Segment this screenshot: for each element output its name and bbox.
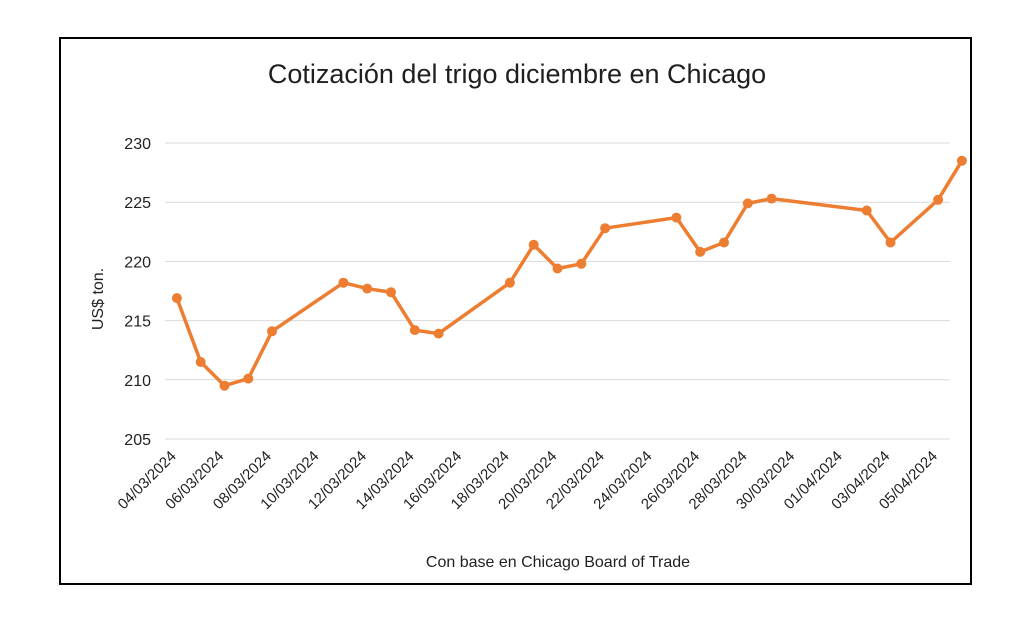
- y-tick-label: 225: [124, 195, 151, 212]
- y-axis-label: US$ ton.: [90, 268, 107, 330]
- data-point: [528, 239, 539, 250]
- x-axis-ticks: 04/03/202406/03/202408/03/202410/03/2024…: [115, 448, 941, 513]
- data-point: [219, 380, 230, 391]
- data-point: [195, 357, 206, 367]
- data-point: [171, 293, 182, 304]
- series-line: [175, 159, 964, 388]
- data-point: [956, 155, 967, 166]
- y-tick-label: 210: [124, 373, 151, 390]
- data-point: [933, 194, 944, 205]
- data-point: [695, 246, 706, 257]
- y-tick-label: 230: [124, 136, 151, 153]
- data-point: [742, 198, 753, 209]
- data-point: [766, 193, 777, 204]
- data-point: [386, 287, 396, 298]
- series-layer: [171, 155, 967, 391]
- data-point: [719, 237, 729, 248]
- y-tick-label: 215: [124, 314, 151, 331]
- data-point: [885, 237, 896, 248]
- data-point: [671, 212, 682, 223]
- data-point: [267, 326, 277, 337]
- gridlines: [165, 142, 950, 440]
- y-tick-label: 220: [124, 254, 151, 271]
- data-point: [861, 205, 872, 216]
- chart-frame: Cotización del trigo diciembre en Chicag…: [59, 37, 972, 585]
- data-point: [409, 325, 420, 336]
- data-point: [600, 223, 611, 234]
- data-point: [504, 277, 515, 288]
- data-point: [362, 283, 373, 294]
- x-axis-label: Con base en Chicago Board of Trade: [426, 554, 690, 571]
- y-tick-label: 205: [124, 432, 151, 449]
- line-chart: Cotización del trigo diciembre en Chicag…: [90, 59, 967, 571]
- y-axis-ticks: 205 210 215 220 225 230: [124, 136, 151, 449]
- data-point: [243, 373, 254, 384]
- data-point: [338, 277, 349, 288]
- data-point: [433, 328, 444, 339]
- chart-title: Cotización del trigo diciembre en Chicag…: [268, 59, 766, 89]
- data-point: [576, 258, 587, 269]
- data-point: [552, 263, 563, 274]
